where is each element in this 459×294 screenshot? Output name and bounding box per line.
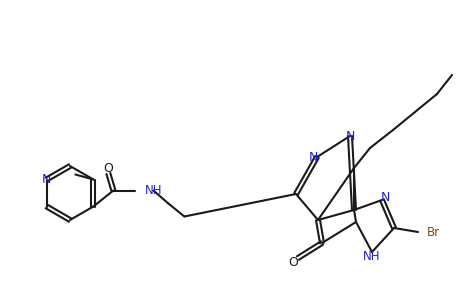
- Text: NH: NH: [363, 250, 381, 263]
- Text: N: N: [42, 173, 51, 186]
- Text: Br: Br: [427, 225, 440, 238]
- Text: N: N: [381, 191, 390, 203]
- Text: O: O: [103, 162, 113, 175]
- Text: NH: NH: [145, 184, 162, 197]
- Text: N: N: [308, 151, 318, 163]
- Text: O: O: [288, 256, 298, 270]
- Text: N: N: [345, 129, 355, 143]
